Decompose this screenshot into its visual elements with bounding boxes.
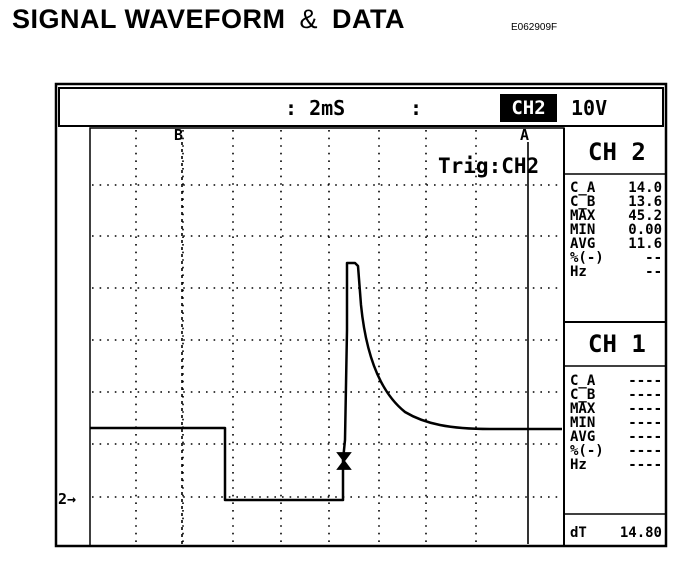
title-ampersand: & (299, 4, 319, 34)
ch1-row-ca: C_A ---- (570, 374, 662, 388)
ch2-measurements: C_A 14.0 C_B 13.6 MAX 45.2 MIN 0.00 AVG 11.6 … (570, 181, 662, 279)
ch1-hz-label: Hz (570, 457, 587, 473)
grid-vertical (135, 130, 477, 544)
cursor-a-label: A (520, 126, 530, 144)
ch2-max-label: MAX (570, 208, 596, 224)
ch1-row-avg: AVG ---- (570, 430, 662, 444)
ch2-row-duty: %(-) -- (570, 251, 662, 265)
header-separator: : (410, 96, 423, 120)
ch1-row-cb: C_B ---- (570, 388, 662, 402)
ch1-row-min: MIN ---- (570, 416, 662, 430)
ch1-measurements: C_A ---- C_B ---- MAX ---- MIN ---- AVG ---- … (570, 374, 662, 472)
title-signal-waveform: SIGNAL WAVEFORM (12, 4, 286, 34)
trigger-marker (336, 452, 352, 470)
ch1-panel-title: CH 1 (588, 330, 646, 358)
ground-marker: 2→ (58, 490, 77, 508)
ch1-ca-value: ---- (628, 373, 662, 389)
ch1-row-duty: %(-) ---- (570, 444, 662, 458)
trigger-label: Trig:CH2 (438, 154, 540, 178)
ch2-row-avg: AVG 11.6 (570, 237, 662, 251)
ch1-avg-label: AVG (570, 429, 596, 445)
selected-channel-badge: CH2 (500, 94, 557, 122)
ch2-hz-label: Hz (570, 264, 587, 280)
ch2-ca-label: C_A (570, 180, 596, 196)
ch2-panel-title: CH 2 (588, 138, 646, 166)
ch2-min-value: 0.00 (628, 222, 662, 238)
ch2-row-hz: Hz -- (570, 265, 662, 279)
ch1-cb-value: ---- (628, 387, 662, 403)
ch2-duty-value: -- (645, 250, 662, 266)
ch2-cb-value: 13.6 (628, 194, 662, 210)
dt-value: 14.80 (619, 525, 662, 541)
ch2-row-cb: C_B 13.6 (570, 195, 662, 209)
ch2-hz-value: -- (645, 264, 662, 280)
ch2-row-ca: C_A 14.0 (570, 181, 662, 195)
graticule-border (89, 127, 565, 547)
ch2-max-value: 45.2 (628, 208, 662, 224)
waveform-trace (90, 261, 562, 502)
ch2-min-label: MIN (570, 222, 596, 238)
page-title: SIGNAL WAVEFORM & DATA (12, 4, 405, 35)
ch2-avg-label: AVG (570, 236, 596, 252)
timebase-readout: : 2mS (285, 96, 346, 120)
ch1-max-value: ---- (628, 401, 662, 417)
ch2-ca-value: 14.0 (628, 180, 662, 196)
ch1-row-hz: Hz ---- (570, 458, 662, 472)
ch2-row-max: MAX 45.2 (570, 209, 662, 223)
ch1-min-value: ---- (628, 415, 662, 431)
trigger-arrow-bottom (336, 459, 352, 470)
ch1-row-max: MAX ---- (570, 402, 662, 416)
ch1-max-label: MAX (570, 401, 596, 417)
ch1-avg-value: ---- (628, 429, 662, 445)
ch2-duty-label: %(-) (570, 250, 604, 266)
volts-per-div-readout: 10V (571, 96, 608, 120)
dt-readout: dT 14.80 (570, 525, 662, 541)
ch2-row-min: MIN 0.00 (570, 223, 662, 237)
ch2-avg-value: 11.6 (628, 236, 662, 252)
ch1-duty-label: %(-) (570, 443, 604, 459)
grid-horizontal (92, 184, 562, 498)
ch1-ca-label: C_A (570, 373, 596, 389)
scope-header-bar (58, 87, 664, 127)
figure-code: E062909F (511, 22, 558, 33)
ch1-duty-value: ---- (628, 443, 662, 459)
ch1-min-label: MIN (570, 415, 596, 431)
ch2-cb-label: C_B (570, 194, 596, 210)
ch1-hz-value: ---- (628, 457, 662, 473)
title-data: DATA (332, 4, 406, 34)
cursor-b-label: B (174, 126, 184, 144)
dt-label: dT (570, 525, 587, 541)
trigger-arrow-top (336, 452, 352, 463)
ch1-cb-label: C_B (570, 387, 596, 403)
